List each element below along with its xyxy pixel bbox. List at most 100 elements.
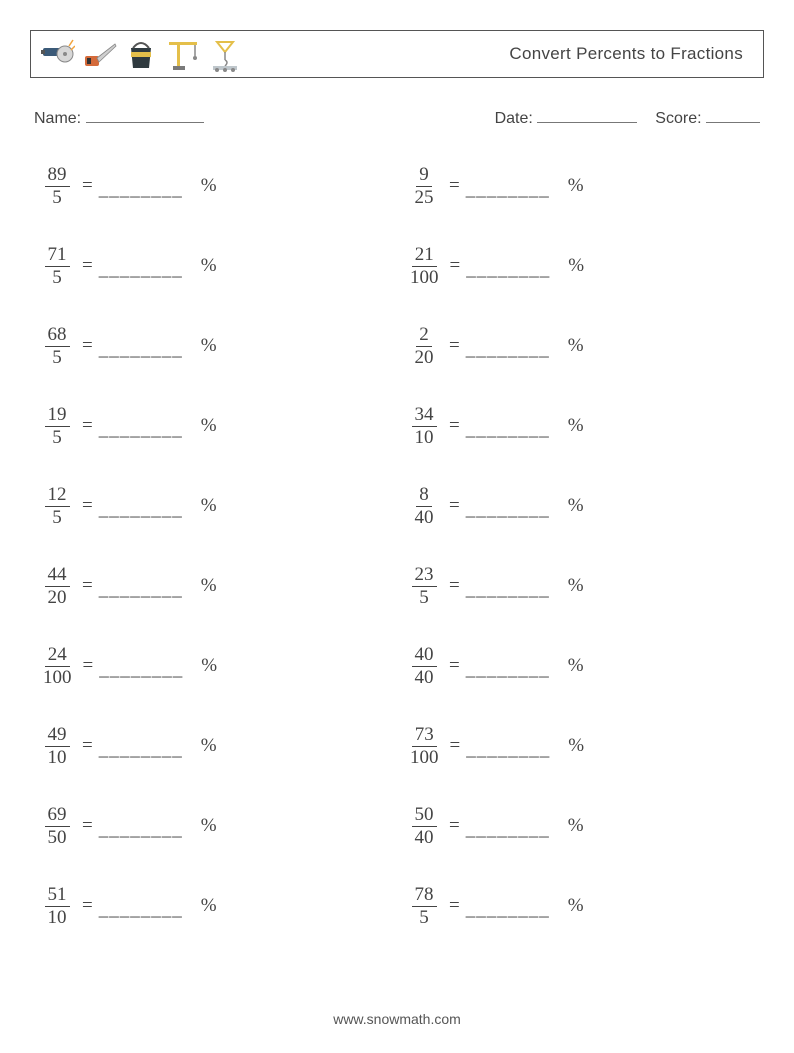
- answer-blank[interactable]: ________: [466, 499, 566, 521]
- answer-blank[interactable]: ________: [466, 899, 566, 921]
- fraction-numerator: 50: [412, 805, 437, 827]
- equals-sign: =: [74, 575, 99, 597]
- fraction-denominator: 100: [407, 747, 442, 768]
- fraction-numerator: 44: [45, 565, 70, 587]
- answer-blank[interactable]: ________: [99, 499, 199, 521]
- percent-sign: %: [199, 255, 217, 277]
- equals-sign: =: [441, 335, 466, 357]
- percent-sign: %: [566, 655, 584, 677]
- page-title: Convert Percents to Fractions: [509, 44, 743, 64]
- problem-row: 220=________%: [407, 306, 764, 386]
- equals-sign: =: [74, 335, 99, 357]
- problems-column-left: 895=________%715=________%685=________%1…: [30, 146, 397, 946]
- answer-blank[interactable]: ________: [99, 339, 199, 361]
- answer-blank[interactable]: ________: [466, 179, 566, 201]
- problem-row: 125=________%: [40, 466, 397, 546]
- answer-blank[interactable]: ________: [99, 819, 199, 841]
- problem-row: 4420=________%: [40, 546, 397, 626]
- answer-blank[interactable]: ________: [99, 179, 199, 201]
- footer-url: www.snowmath.com: [0, 1011, 794, 1027]
- date-field: Date:: [495, 106, 638, 128]
- problems-grid: 895=________%715=________%685=________%1…: [30, 146, 764, 946]
- fraction-denominator: 5: [49, 187, 65, 208]
- equals-sign: =: [75, 655, 100, 677]
- grinder-icon: [39, 36, 75, 72]
- fraction: 4910: [40, 725, 74, 768]
- problem-row: 6950=________%: [40, 786, 397, 866]
- answer-blank[interactable]: ________: [99, 579, 199, 601]
- equals-sign: =: [441, 495, 466, 517]
- fraction: 4420: [40, 565, 74, 608]
- problem-row: 925=________%: [407, 146, 764, 226]
- fraction-denominator: 5: [49, 347, 65, 368]
- percent-sign: %: [199, 415, 217, 437]
- answer-blank[interactable]: ________: [466, 579, 566, 601]
- equals-sign: =: [441, 175, 466, 197]
- answer-blank[interactable]: ________: [99, 739, 199, 761]
- percent-sign: %: [199, 175, 217, 197]
- answer-blank[interactable]: ________: [466, 819, 566, 841]
- problem-row: 685=________%: [40, 306, 397, 386]
- fraction: 125: [40, 485, 74, 528]
- fraction: 21100: [407, 245, 442, 288]
- equals-sign: =: [442, 255, 467, 277]
- fraction-denominator: 40: [412, 667, 437, 688]
- name-label: Name:: [34, 110, 81, 127]
- header-icons: [39, 36, 243, 72]
- answer-blank[interactable]: ________: [99, 259, 199, 281]
- fraction-denominator: 40: [412, 827, 437, 848]
- fraction: 895: [40, 165, 74, 208]
- percent-sign: %: [199, 575, 217, 597]
- problems-column-right: 925=________%21100=________%220=________…: [397, 146, 764, 946]
- answer-blank[interactable]: ________: [466, 659, 566, 681]
- answer-blank[interactable]: ________: [99, 899, 199, 921]
- score-blank[interactable]: [706, 106, 760, 123]
- percent-sign: %: [199, 655, 217, 677]
- answer-blank[interactable]: ________: [466, 739, 566, 761]
- equals-sign: =: [442, 735, 467, 757]
- header: Convert Percents to Fractions: [30, 30, 764, 78]
- fraction-numerator: 78: [412, 885, 437, 907]
- fraction-numerator: 68: [45, 325, 70, 347]
- fraction: 4040: [407, 645, 441, 688]
- fraction: 925: [407, 165, 441, 208]
- score-label: Score:: [655, 110, 701, 127]
- answer-blank[interactable]: ________: [466, 339, 566, 361]
- name-field: Name:: [34, 106, 204, 128]
- percent-sign: %: [199, 335, 217, 357]
- fraction-denominator: 5: [416, 907, 432, 928]
- crane-icon: [165, 36, 201, 72]
- fraction: 685: [40, 325, 74, 368]
- answer-blank[interactable]: ________: [466, 419, 566, 441]
- problem-row: 21100=________%: [407, 226, 764, 306]
- percent-sign: %: [566, 255, 584, 277]
- answer-blank[interactable]: ________: [466, 259, 566, 281]
- equals-sign: =: [74, 255, 99, 277]
- problem-row: 3410=________%: [407, 386, 764, 466]
- equals-sign: =: [74, 495, 99, 517]
- fraction-numerator: 51: [45, 885, 70, 907]
- fraction-numerator: 69: [45, 805, 70, 827]
- fraction-numerator: 71: [45, 245, 70, 267]
- fraction-numerator: 73: [412, 725, 437, 747]
- percent-sign: %: [566, 895, 584, 917]
- fraction: 5040: [407, 805, 441, 848]
- percent-sign: %: [566, 735, 584, 757]
- percent-sign: %: [566, 175, 584, 197]
- fraction-denominator: 5: [49, 427, 65, 448]
- name-blank[interactable]: [86, 106, 204, 123]
- fraction: 6950: [40, 805, 74, 848]
- percent-sign: %: [199, 735, 217, 757]
- fraction: 5110: [40, 885, 74, 928]
- fraction-numerator: 34: [412, 405, 437, 427]
- date-label: Date:: [495, 110, 533, 127]
- chainsaw-icon: [81, 36, 117, 72]
- date-blank[interactable]: [537, 106, 637, 123]
- fraction-numerator: 24: [45, 645, 70, 667]
- fraction-numerator: 40: [412, 645, 437, 667]
- fraction-denominator: 10: [45, 907, 70, 928]
- fraction-numerator: 9: [416, 165, 432, 187]
- answer-blank[interactable]: ________: [99, 419, 199, 441]
- answer-blank[interactable]: ________: [99, 659, 199, 681]
- fraction-denominator: 5: [49, 507, 65, 528]
